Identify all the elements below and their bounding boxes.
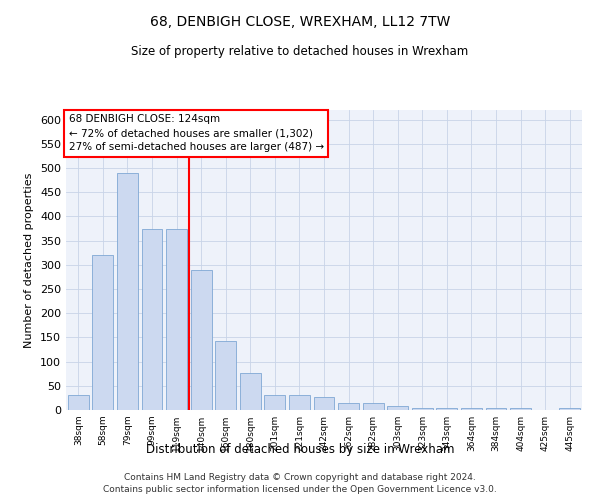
Bar: [92, 255, 113, 410]
Y-axis label: Number of detached properties: Number of detached properties: [25, 172, 34, 348]
Bar: [436, 408, 457, 410]
Bar: [289, 396, 310, 410]
Text: 68 DENBIGH CLOSE: 124sqm
← 72% of detached houses are smaller (1,302)
27% of sem: 68 DENBIGH CLOSE: 124sqm ← 72% of detach…: [68, 114, 324, 152]
Bar: [461, 408, 482, 410]
Text: Contains public sector information licensed under the Open Government Licence v3: Contains public sector information licen…: [103, 485, 497, 494]
Bar: [485, 408, 506, 410]
Bar: [412, 408, 433, 410]
Bar: [362, 403, 383, 410]
Text: Contains HM Land Registry data © Crown copyright and database right 2024.: Contains HM Land Registry data © Crown c…: [124, 472, 476, 482]
Bar: [559, 408, 580, 410]
Text: 68, DENBIGH CLOSE, WREXHAM, LL12 7TW: 68, DENBIGH CLOSE, WREXHAM, LL12 7TW: [150, 15, 450, 29]
Bar: [265, 396, 286, 410]
Text: Size of property relative to detached houses in Wrexham: Size of property relative to detached ho…: [131, 45, 469, 58]
Bar: [142, 228, 163, 410]
Bar: [338, 403, 359, 410]
Bar: [387, 406, 408, 410]
Bar: [314, 397, 334, 410]
Text: Distribution of detached houses by size in Wrexham: Distribution of detached houses by size …: [146, 442, 454, 456]
Bar: [510, 408, 531, 410]
Bar: [240, 373, 261, 410]
Bar: [215, 341, 236, 410]
Bar: [117, 173, 138, 410]
Bar: [166, 228, 187, 410]
Bar: [68, 394, 89, 410]
Bar: [191, 270, 212, 410]
